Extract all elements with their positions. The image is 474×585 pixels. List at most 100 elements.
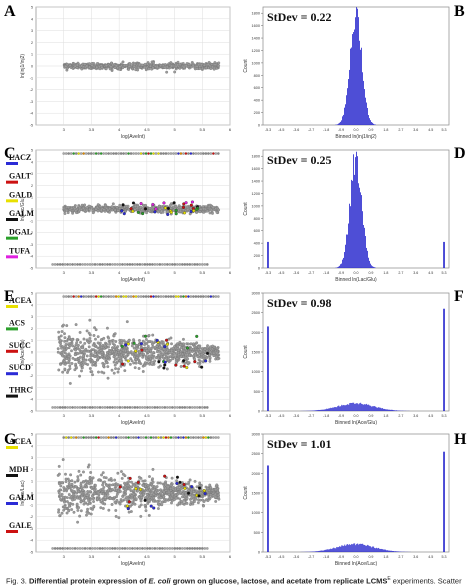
data-point (58, 514, 62, 518)
saturated-point (97, 295, 100, 298)
data-point (62, 486, 66, 489)
data-point (91, 363, 95, 367)
data-point (94, 363, 98, 367)
saturated-point (72, 152, 75, 155)
data-point (116, 208, 120, 212)
hist-bar (369, 118, 370, 125)
saturated-point (98, 263, 102, 266)
x-tick-label: -3.6 (293, 271, 299, 275)
hist-bar (393, 410, 394, 411)
saturated-point (82, 152, 85, 155)
data-point (144, 356, 148, 360)
saturated-point (134, 436, 138, 439)
data-point (147, 499, 151, 503)
gene-label: ACEA (9, 296, 32, 305)
data-point (133, 366, 137, 370)
y-tick-label: 0 (31, 208, 33, 212)
hist-bar (355, 157, 356, 268)
y-tick-label: 800 (254, 74, 260, 78)
saturated-point (78, 406, 82, 409)
data-point (117, 516, 121, 520)
data-point (197, 345, 201, 349)
data-point (125, 320, 129, 324)
data-point (92, 504, 96, 508)
saturated-point (138, 547, 142, 550)
hist-bar (354, 543, 356, 552)
data-point (68, 381, 72, 385)
hist-bar (373, 406, 375, 411)
saturated-point (159, 295, 163, 298)
saturated-point (67, 436, 71, 439)
hist-bar (350, 545, 352, 552)
saturated-point (171, 406, 174, 409)
y-tick-label: 500 (254, 531, 260, 535)
saturated-point (187, 436, 190, 439)
hist-bar (364, 227, 365, 268)
data-point (63, 332, 66, 336)
data-point (178, 340, 182, 344)
data-point (215, 347, 219, 351)
highlight-point (163, 345, 167, 349)
data-point (70, 338, 74, 341)
data-point (63, 500, 66, 504)
data-point (115, 498, 119, 502)
hist-bar (391, 550, 393, 552)
saturated-point (182, 436, 185, 439)
data-point (156, 481, 160, 485)
hist-bar (326, 549, 328, 552)
saturated-point (163, 263, 167, 266)
saturated-point (74, 436, 78, 439)
data-point (94, 483, 97, 487)
data-point (96, 491, 100, 495)
saturated-point (127, 295, 130, 298)
data-point (193, 357, 197, 361)
saturated-point (89, 152, 93, 155)
data-point (210, 208, 213, 212)
saturated-point (178, 406, 182, 409)
hist-bar (352, 402, 354, 411)
data-point (64, 64, 68, 68)
data-point (142, 492, 146, 496)
highlight-point (203, 492, 207, 496)
data-point (65, 353, 69, 357)
saturated-point (99, 295, 103, 298)
y-axis-label: Count (243, 345, 249, 359)
gene-swatch (6, 199, 18, 203)
hist-bar (349, 203, 350, 268)
hist-bar (368, 115, 369, 125)
data-point (119, 350, 123, 354)
edge-bar (443, 308, 445, 411)
hist-bar (343, 546, 345, 552)
data-point (74, 485, 78, 489)
gene-swatch (6, 180, 18, 184)
hist-bar (338, 547, 340, 552)
data-point (190, 488, 193, 492)
hist-bar (339, 265, 340, 268)
data-point (66, 211, 70, 215)
saturated-point (117, 436, 120, 439)
hist-bar (364, 89, 365, 125)
saturated-point (162, 436, 165, 439)
data-point (106, 492, 110, 496)
data-point (74, 365, 78, 369)
saturated-point (188, 547, 192, 550)
hist-bar (387, 550, 389, 552)
data-point (94, 349, 98, 353)
data-point (67, 502, 71, 506)
hist-bar (336, 407, 338, 411)
saturated-point (184, 152, 188, 155)
y-tick-label: 2 (31, 184, 33, 188)
saturated-point (81, 263, 84, 266)
highlight-point (153, 210, 157, 214)
hist-bar (397, 551, 398, 552)
plot-area (262, 433, 450, 553)
data-point (76, 346, 80, 350)
data-point (76, 475, 80, 479)
saturated-point (161, 263, 164, 266)
hist-bar (321, 550, 323, 552)
data-point (126, 483, 130, 487)
data-point (153, 359, 157, 363)
data-point (90, 494, 94, 498)
